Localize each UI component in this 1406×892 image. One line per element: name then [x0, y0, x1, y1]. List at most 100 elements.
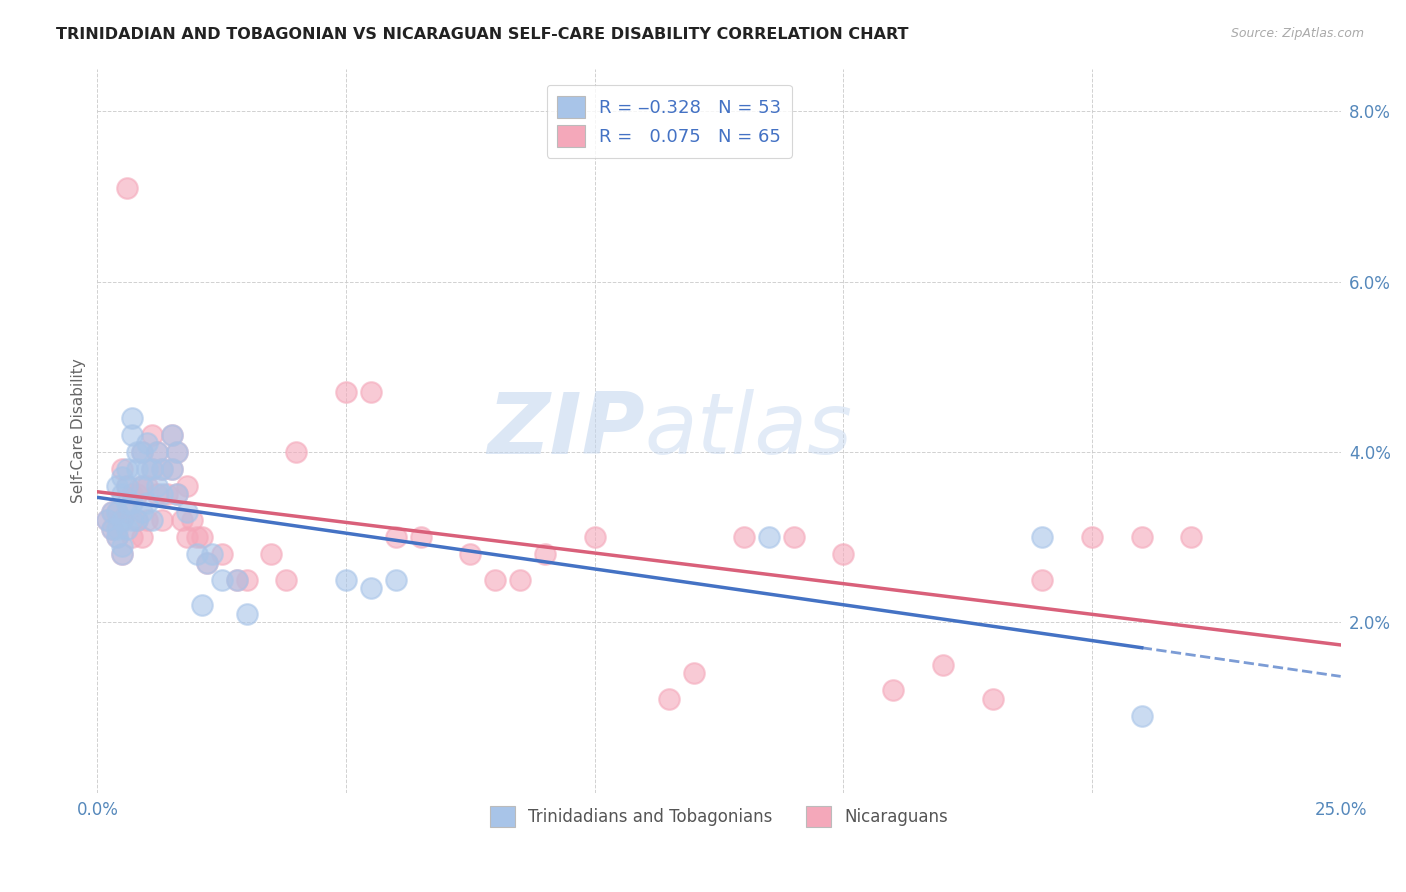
Point [131, 479, 153, 493]
Point [235, 573, 257, 587]
Point [166, 487, 188, 501]
Point [115, 504, 138, 518]
Point [146, 487, 169, 501]
Text: TRINIDADIAN AND TOBAGONIAN VS NICARAGUAN SELF-CARE DISABILITY CORRELATION CHART: TRINIDADIAN AND TOBAGONIAN VS NICARAGUAN… [56, 27, 908, 42]
Point [105, 522, 128, 536]
Point [186, 547, 208, 561]
Point [195, 556, 218, 570]
Point [276, 573, 298, 587]
Point [176, 479, 198, 493]
Point [191, 599, 214, 613]
Point [160, 427, 183, 442]
Point [121, 530, 143, 544]
Point [115, 462, 138, 476]
Point [156, 487, 179, 501]
Point [260, 547, 283, 561]
Point [131, 445, 153, 459]
Point [115, 181, 138, 195]
Point [1180, 530, 1202, 544]
Point [105, 530, 128, 544]
Point [141, 427, 163, 442]
Point [160, 462, 183, 476]
Point [176, 530, 198, 544]
Point [211, 573, 233, 587]
Point [534, 547, 557, 561]
Point [127, 487, 149, 501]
Point [136, 436, 159, 450]
Point [111, 462, 134, 476]
Point [141, 462, 163, 476]
Point [509, 573, 531, 587]
Point [335, 385, 357, 400]
Point [335, 573, 357, 587]
Point [1031, 573, 1053, 587]
Text: Source: ZipAtlas.com: Source: ZipAtlas.com [1230, 27, 1364, 40]
Point [121, 496, 143, 510]
Point [141, 462, 163, 476]
Point [225, 573, 247, 587]
Point [105, 530, 128, 544]
Point [115, 522, 138, 536]
Point [131, 479, 153, 493]
Point [105, 504, 128, 518]
Point [150, 487, 173, 501]
Point [932, 657, 955, 672]
Point [127, 462, 149, 476]
Point [111, 487, 134, 501]
Point [150, 462, 173, 476]
Point [758, 530, 780, 544]
Point [186, 530, 208, 544]
Point [211, 547, 233, 561]
Point [115, 496, 138, 510]
Point [583, 530, 606, 544]
Point [127, 513, 149, 527]
Point [160, 427, 183, 442]
Point [170, 513, 193, 527]
Point [101, 504, 124, 518]
Point [683, 666, 706, 681]
Point [131, 504, 153, 518]
Point [981, 692, 1004, 706]
Point [101, 504, 124, 518]
Point [105, 479, 128, 493]
Point [191, 530, 214, 544]
Point [150, 462, 173, 476]
Point [1130, 709, 1153, 723]
Point [131, 530, 153, 544]
Text: atlas: atlas [644, 389, 852, 472]
Point [166, 487, 188, 501]
Point [195, 556, 218, 570]
Point [111, 513, 134, 527]
Point [166, 445, 188, 459]
Point [1130, 530, 1153, 544]
Point [136, 513, 159, 527]
Point [832, 547, 855, 561]
Point [733, 530, 755, 544]
Legend: Trinidadians and Tobagonians, Nicaraguans: Trinidadians and Tobagonians, Nicaraguan… [482, 798, 956, 835]
Point [105, 504, 128, 518]
Point [111, 539, 134, 553]
Point [460, 547, 482, 561]
Point [180, 513, 202, 527]
Point [484, 573, 506, 587]
Point [225, 573, 247, 587]
Point [131, 445, 153, 459]
Point [176, 504, 198, 518]
Point [882, 683, 904, 698]
Point [235, 607, 257, 621]
Point [384, 530, 406, 544]
Point [146, 479, 169, 493]
Point [160, 462, 183, 476]
Point [111, 547, 134, 561]
Point [121, 487, 143, 501]
Point [201, 547, 224, 561]
Point [115, 479, 138, 493]
Point [111, 470, 134, 484]
Point [409, 530, 432, 544]
Point [146, 445, 169, 459]
Y-axis label: Self-Care Disability: Self-Care Disability [72, 359, 86, 503]
Point [127, 445, 149, 459]
Point [96, 513, 118, 527]
Point [101, 522, 124, 536]
Point [111, 547, 134, 561]
